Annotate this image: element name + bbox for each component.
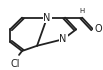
Text: O: O: [94, 24, 102, 34]
Text: H: H: [80, 8, 85, 14]
Text: N: N: [59, 34, 67, 44]
Text: N: N: [43, 13, 51, 23]
Text: Cl: Cl: [10, 59, 20, 69]
